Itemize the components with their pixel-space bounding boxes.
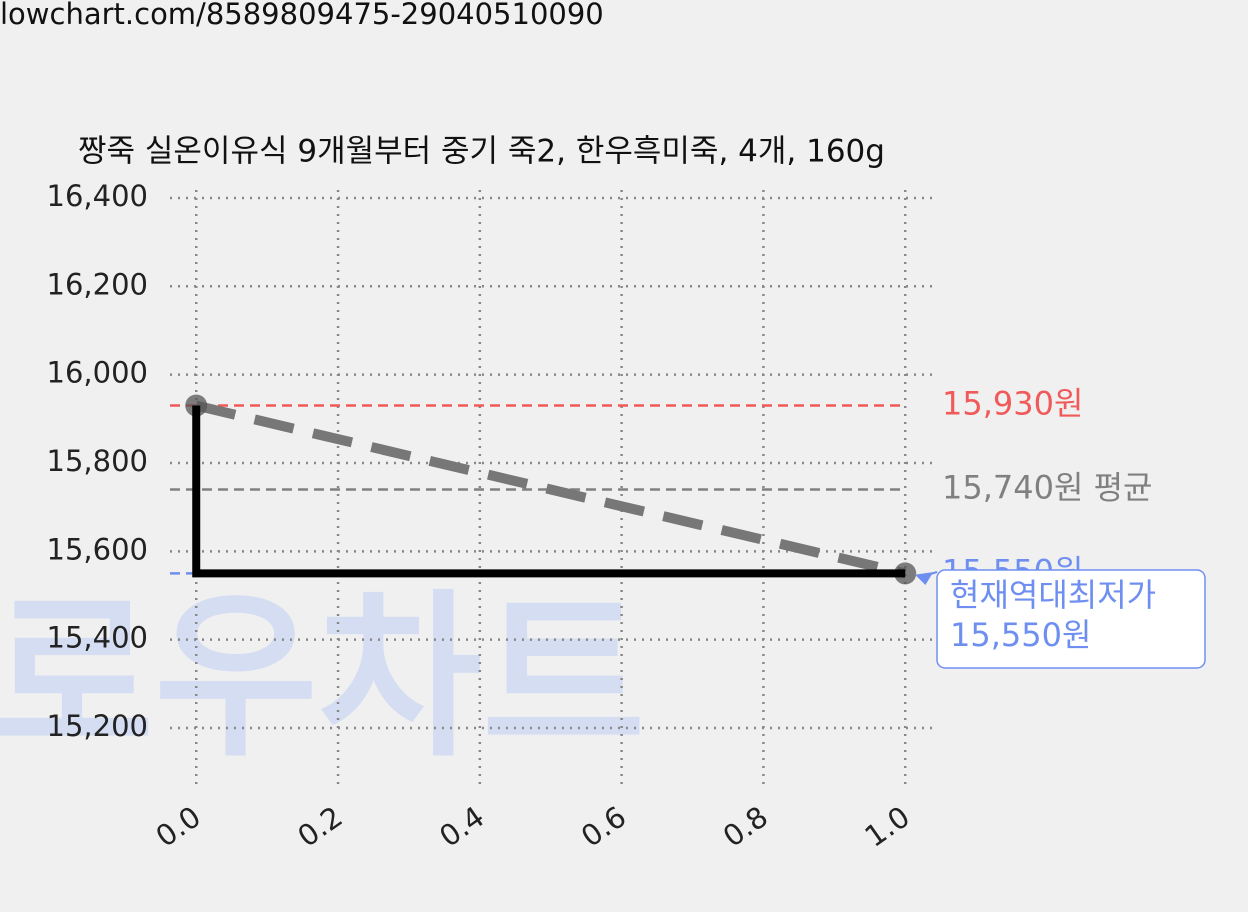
y-tick-label: 15,200 xyxy=(47,709,148,743)
reference-label: 15,740원 평균 xyxy=(942,468,1152,506)
x-tick-label: 1.0 xyxy=(859,799,916,853)
y-tick-label: 15,400 xyxy=(47,621,148,655)
reference-label: 15,930원 xyxy=(942,385,1083,423)
y-tick-label: 16,400 xyxy=(47,179,148,213)
annotation-arrow xyxy=(915,571,938,586)
url: lowchart.com/8589809475-29040510090 xyxy=(0,0,604,31)
annotation-text: 15,550원 xyxy=(950,616,1091,654)
y-tick-label: 15,800 xyxy=(47,444,148,478)
annotation-box xyxy=(936,569,1206,669)
x-tick-label: 0.0 xyxy=(150,799,207,853)
x-tick-label: 0.8 xyxy=(717,799,774,853)
y-tick-label: 16,200 xyxy=(47,267,148,301)
watermark: 로우차트 xyxy=(0,574,646,781)
x-tick-label: 0.6 xyxy=(575,799,632,853)
series-line xyxy=(195,400,907,579)
y-tick-label: 15,600 xyxy=(47,532,148,566)
x-tick-label: 0.2 xyxy=(291,799,348,853)
annotation-text: 현재역대최저가 xyxy=(950,576,1156,614)
y-tick-label: 16,000 xyxy=(47,356,148,390)
x-tick-label: 0.4 xyxy=(433,799,490,853)
series-line xyxy=(192,405,906,578)
chart-title: 짱죽 실온이유식 9개월부터 중기 죽2, 한우흑미죽, 4개, 160g xyxy=(78,134,885,170)
